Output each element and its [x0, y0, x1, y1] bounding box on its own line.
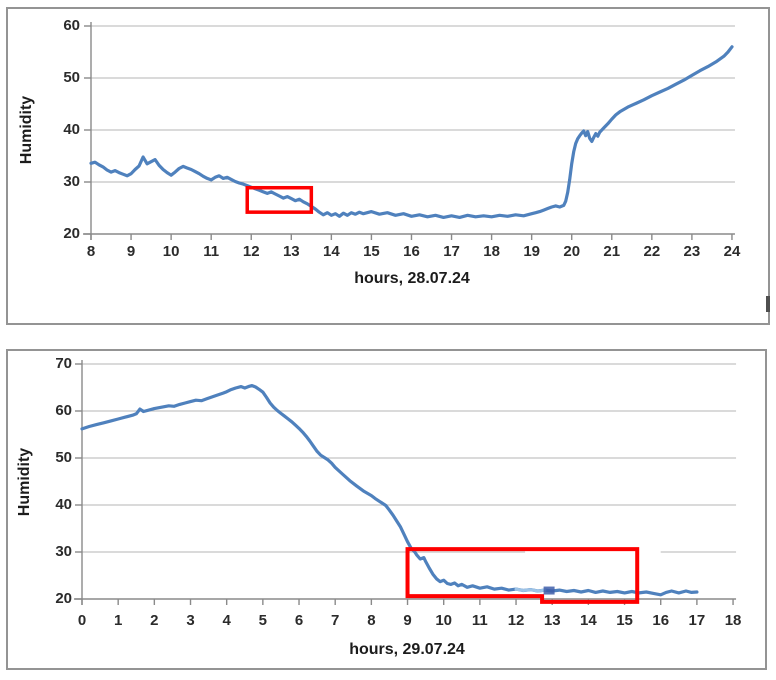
- annotation-box: [405, 547, 640, 604]
- y-tick-label: 70: [55, 355, 72, 372]
- x-tick-label: 16: [652, 612, 670, 629]
- x-tick-label: 18: [724, 612, 742, 629]
- x-tick-label: 1: [113, 612, 123, 629]
- x-tick-label: 2: [150, 612, 159, 629]
- y-axis-title-top: Humidity: [18, 95, 35, 165]
- x-tick-label: 5: [258, 612, 268, 629]
- x-tick-label: 14: [580, 612, 597, 629]
- chart-29-07: [74, 360, 737, 605]
- x-tick-label: 16: [403, 243, 420, 260]
- x-tick-label: 4: [222, 612, 231, 629]
- y-tick-label: 20: [63, 225, 80, 242]
- x-tick-label: 6: [294, 612, 304, 629]
- x-tick-label: 14: [323, 243, 340, 260]
- x-tick-label: 7: [331, 612, 340, 629]
- gridline-gap: [525, 549, 661, 555]
- chart-28-07: [83, 22, 735, 240]
- x-tick-label: 23: [683, 243, 701, 260]
- x-axis-title-top: hours, 28.07.24: [354, 270, 470, 287]
- x-tick-label: 9: [403, 612, 412, 629]
- x-tick-label: 15: [363, 243, 380, 260]
- x-tick-label: 15: [616, 612, 633, 629]
- humidity-series-line: [80, 384, 699, 597]
- x-tick-label: 8: [86, 243, 96, 260]
- y-axis-title-bottom: Humidity: [16, 447, 33, 517]
- x-tick-label: 11: [471, 612, 488, 629]
- x-tick-label: 21: [603, 243, 621, 260]
- y-tick-label: 40: [55, 496, 72, 513]
- y-tick-label: 20: [55, 590, 72, 607]
- x-tick-label: 17: [443, 243, 460, 260]
- x-tick-label: 10: [435, 612, 453, 629]
- y-tick-label: 30: [55, 543, 72, 560]
- x-tick-label: 13: [282, 243, 300, 260]
- x-tick-label: 18: [483, 243, 500, 260]
- x-tick-label: 3: [186, 612, 195, 629]
- annotation-box: [245, 185, 314, 214]
- humidity-series-line: [89, 45, 734, 219]
- x-tick-label: 17: [688, 612, 706, 629]
- x-tick-label: 0: [77, 612, 87, 629]
- x-tick-label: 20: [563, 243, 581, 260]
- y-tick-label: 60: [63, 17, 80, 34]
- screenshot-border-artifact: [766, 296, 770, 312]
- x-tick-label: 11: [203, 243, 220, 260]
- y-tick-label: 40: [63, 121, 80, 138]
- chart-panel-29-07: [6, 349, 767, 670]
- x-tick-label: 8: [367, 612, 376, 629]
- y-tick-label: 30: [63, 173, 80, 190]
- x-tick-label: 12: [242, 243, 260, 260]
- x-tick-label: 13: [543, 612, 561, 629]
- x-tick-label: 12: [507, 612, 525, 629]
- chart-panel-28-07: [6, 7, 770, 325]
- y-tick-label: 50: [55, 449, 72, 466]
- selected-point-marker: [543, 586, 555, 595]
- x-tick-label: 22: [643, 243, 661, 260]
- x-tick-label: 9: [126, 243, 136, 260]
- x-tick-label: 19: [523, 243, 540, 260]
- x-axis-title-bottom: hours, 29.07.24: [349, 641, 465, 658]
- highlighted-segment: [514, 587, 547, 593]
- x-tick-label: 24: [723, 243, 741, 260]
- y-tick-label: 50: [63, 69, 80, 86]
- x-tick-label: 10: [162, 243, 180, 260]
- y-tick-label: 60: [55, 402, 72, 419]
